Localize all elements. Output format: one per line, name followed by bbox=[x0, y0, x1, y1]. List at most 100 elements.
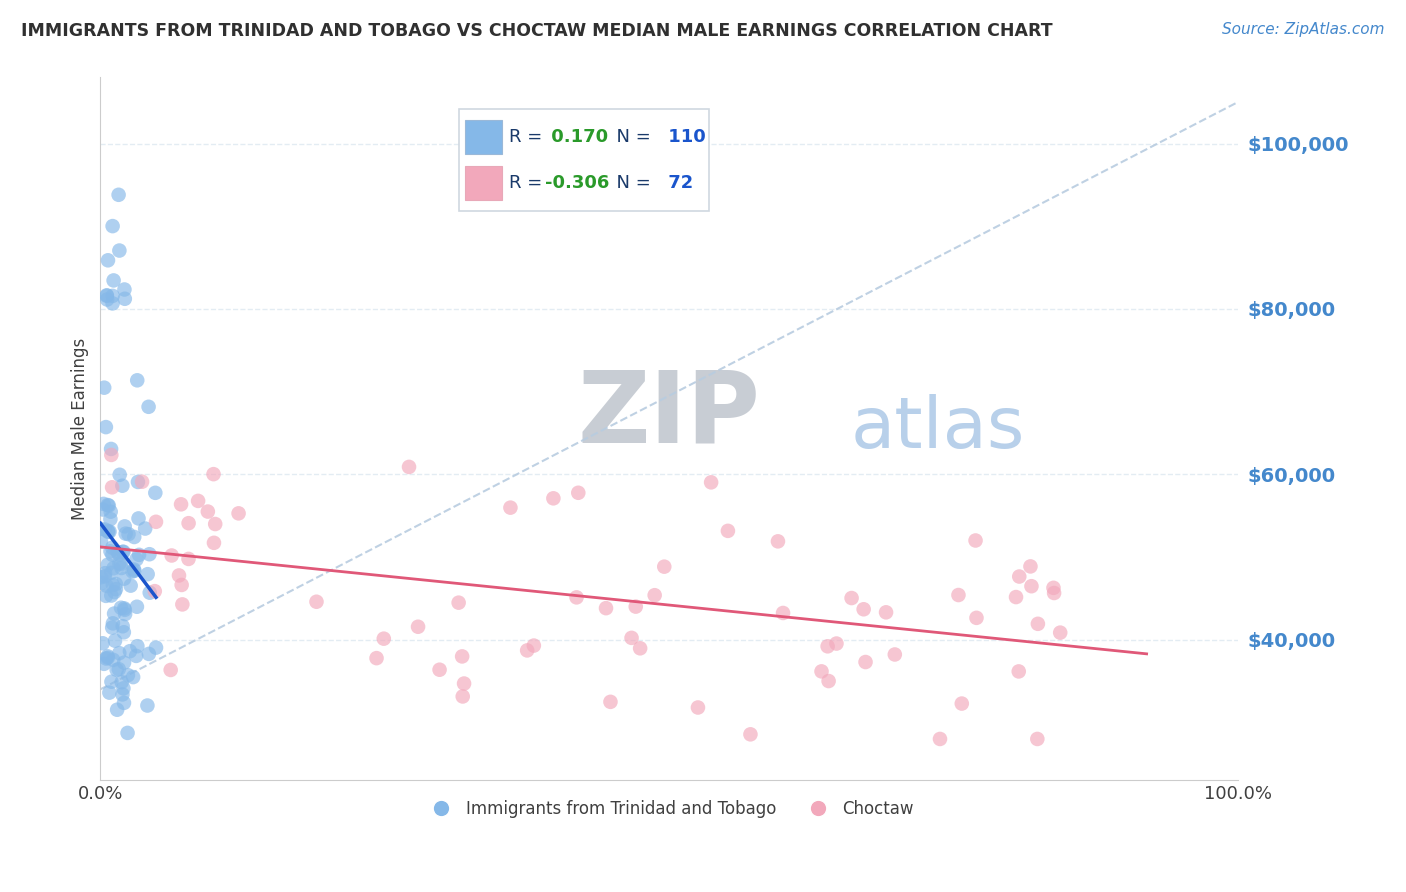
Point bbox=[100, 448, 122, 462]
Point bbox=[96, 289, 118, 303]
Text: 0.170: 0.170 bbox=[546, 128, 609, 146]
Point bbox=[122, 530, 145, 544]
Point bbox=[624, 599, 647, 614]
Point bbox=[101, 480, 124, 494]
Point bbox=[305, 595, 328, 609]
Point bbox=[817, 673, 839, 688]
Point bbox=[122, 670, 145, 684]
Point bbox=[499, 500, 522, 515]
Point bbox=[167, 568, 190, 582]
Point bbox=[134, 522, 156, 536]
Point bbox=[138, 400, 160, 414]
Point bbox=[117, 726, 139, 740]
Point bbox=[516, 643, 538, 657]
Y-axis label: Median Male Earnings: Median Male Earnings bbox=[72, 338, 89, 520]
Point bbox=[96, 579, 118, 593]
Text: -0.306: -0.306 bbox=[546, 174, 609, 192]
Point bbox=[94, 589, 117, 603]
Point bbox=[111, 688, 134, 702]
Point bbox=[104, 582, 127, 596]
Point bbox=[122, 564, 145, 578]
Point bbox=[100, 442, 122, 456]
Point bbox=[111, 545, 134, 559]
Point bbox=[114, 283, 136, 297]
Point bbox=[91, 502, 114, 516]
Point bbox=[98, 686, 121, 700]
Point bbox=[125, 552, 148, 566]
FancyBboxPatch shape bbox=[458, 109, 709, 211]
Text: N =: N = bbox=[606, 174, 657, 192]
Point bbox=[565, 591, 588, 605]
Point bbox=[107, 662, 129, 676]
Point bbox=[94, 566, 117, 581]
Text: ZIP: ZIP bbox=[578, 367, 761, 463]
Point bbox=[103, 561, 125, 575]
Point bbox=[138, 547, 160, 561]
Point bbox=[187, 494, 209, 508]
Point bbox=[101, 548, 124, 562]
Point bbox=[855, 655, 877, 669]
Point bbox=[105, 703, 128, 717]
Point bbox=[628, 641, 651, 656]
Text: 72: 72 bbox=[662, 174, 693, 192]
Point bbox=[136, 698, 159, 713]
Point bbox=[1043, 586, 1066, 600]
Point bbox=[170, 497, 193, 511]
Point bbox=[93, 497, 115, 511]
Point bbox=[96, 288, 118, 302]
Point bbox=[91, 636, 114, 650]
Point bbox=[950, 697, 973, 711]
Point bbox=[136, 567, 159, 582]
Point bbox=[112, 681, 135, 696]
Point bbox=[567, 485, 589, 500]
Point bbox=[127, 475, 149, 489]
Point bbox=[138, 585, 160, 599]
Point bbox=[96, 651, 118, 665]
Point bbox=[138, 647, 160, 661]
Point bbox=[108, 646, 131, 660]
Point bbox=[143, 486, 166, 500]
Point bbox=[97, 499, 120, 513]
Point bbox=[101, 289, 124, 303]
Point bbox=[429, 663, 451, 677]
Point bbox=[143, 584, 166, 599]
Text: R =: R = bbox=[509, 128, 547, 146]
Text: N =: N = bbox=[606, 128, 657, 146]
Point bbox=[366, 651, 388, 665]
Point bbox=[112, 625, 135, 640]
Point bbox=[197, 505, 219, 519]
Point bbox=[90, 534, 112, 549]
Point bbox=[406, 620, 429, 634]
Point bbox=[114, 603, 136, 617]
Point bbox=[145, 640, 167, 655]
Point bbox=[875, 605, 897, 619]
Point bbox=[101, 621, 124, 635]
Point bbox=[817, 640, 839, 654]
Point bbox=[108, 548, 131, 562]
Point bbox=[105, 663, 128, 677]
Text: Source: ZipAtlas.com: Source: ZipAtlas.com bbox=[1222, 22, 1385, 37]
Point bbox=[159, 663, 181, 677]
Point bbox=[101, 296, 124, 310]
Point bbox=[110, 558, 132, 572]
Point bbox=[97, 524, 120, 539]
Point bbox=[100, 544, 122, 558]
Point bbox=[620, 631, 643, 645]
Point bbox=[117, 527, 139, 541]
Point bbox=[1026, 616, 1049, 631]
Point bbox=[883, 648, 905, 662]
Point bbox=[772, 606, 794, 620]
Point bbox=[398, 459, 420, 474]
Point bbox=[852, 602, 875, 616]
Point bbox=[94, 420, 117, 434]
Point bbox=[103, 273, 125, 287]
Point bbox=[1049, 625, 1071, 640]
Point bbox=[766, 534, 789, 549]
Point bbox=[966, 611, 988, 625]
Point bbox=[89, 522, 111, 536]
Point bbox=[202, 467, 225, 482]
Point bbox=[100, 512, 122, 526]
Point bbox=[453, 676, 475, 690]
Point bbox=[118, 644, 141, 658]
Point bbox=[114, 526, 136, 541]
